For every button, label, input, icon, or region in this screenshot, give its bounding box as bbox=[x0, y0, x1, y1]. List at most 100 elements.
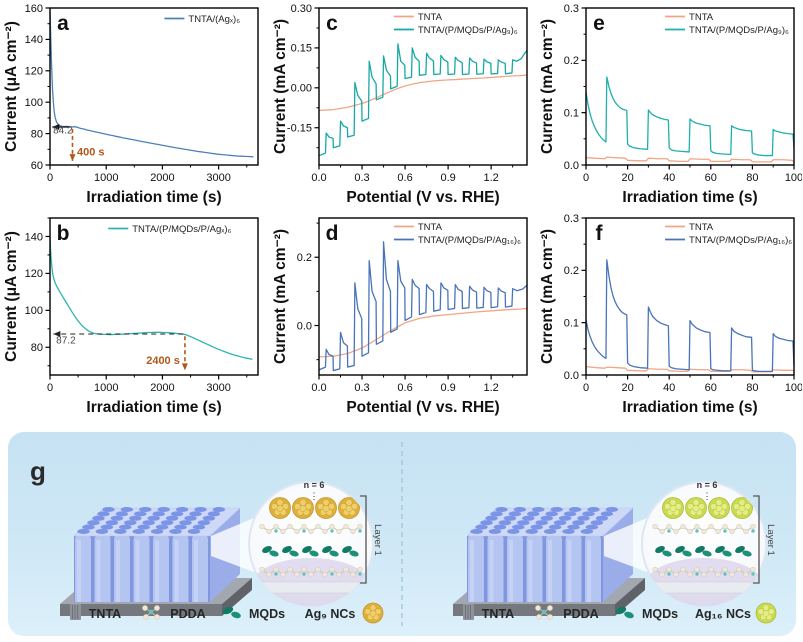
x-tick-label: 60 bbox=[705, 172, 717, 184]
mqd-group bbox=[302, 546, 319, 557]
x-axis-title: Irradiation time (s) bbox=[86, 399, 221, 416]
panel-e-chart: 0 20 40 60 80 100 0.0 0.1 0.2 0.3 Irradiation time… bbox=[538, 2, 803, 211]
x-tick-label: 100 bbox=[785, 172, 802, 184]
y-tick-label: 100 bbox=[25, 97, 43, 109]
annotation-arrowhead bbox=[53, 330, 61, 337]
series-c-1 bbox=[318, 43, 528, 157]
mqd-group bbox=[282, 546, 299, 557]
x-tick-label: 40 bbox=[663, 172, 675, 184]
mqds-icon bbox=[615, 606, 634, 619]
x-tick-label: 80 bbox=[746, 382, 758, 394]
nanotube-array bbox=[73, 507, 241, 602]
x-tick-label: 20 bbox=[621, 382, 633, 394]
panel-letter: b bbox=[57, 222, 70, 245]
chart-c: 0.0 0.3 0.6 0.9 1.2 -0.15 0.00 0.15 0.30 Potentia… bbox=[272, 3, 528, 206]
annotation-text: 87.2 bbox=[56, 336, 76, 347]
y-tick-label: 0.3 bbox=[564, 3, 579, 15]
y-tick-label: 0.3 bbox=[564, 213, 579, 225]
x-axis-title: Irradiation time (s) bbox=[86, 189, 221, 206]
legend-label-pdda: PDDA bbox=[170, 607, 205, 621]
n-equals-label: n = 6 bbox=[304, 480, 325, 490]
inset-nc-cluster bbox=[315, 497, 337, 519]
legend-label: TNTA/(P/MQDs/P/Ag₉)₆ bbox=[689, 25, 789, 36]
mqd-group bbox=[675, 546, 692, 557]
x-tick-label: 100 bbox=[785, 382, 802, 394]
x-axis-title: Potential (V vs. RHE) bbox=[346, 399, 499, 416]
y-axis-title: Current (mA cm⁻²) bbox=[272, 229, 289, 364]
y-tick-label: 120 bbox=[25, 66, 43, 78]
inset-nc-cluster bbox=[338, 497, 360, 519]
plot-frame bbox=[49, 217, 259, 376]
y-tick-label: 80 bbox=[31, 128, 43, 140]
x-tick-label: 0.0 bbox=[311, 172, 326, 184]
y-tick-label: 60 bbox=[31, 160, 43, 172]
legend-nc-icon bbox=[362, 602, 384, 624]
x-tick-label: 3000 bbox=[206, 382, 230, 394]
y-tick-label: 0.0 bbox=[564, 160, 579, 172]
inset-nc-cluster bbox=[685, 497, 707, 519]
legend-label-mqds: MQDs bbox=[642, 607, 678, 621]
legend-label-nc: Ag₁₆ NCs bbox=[695, 607, 751, 621]
y-tick-label: 120 bbox=[25, 268, 43, 280]
y-tick-label: 0.0 bbox=[297, 320, 312, 332]
y-tick-label: 80 bbox=[31, 342, 43, 354]
base-side bbox=[615, 578, 645, 616]
legend-label-mqds: MQDs bbox=[249, 607, 285, 621]
legend-label: TNTA/(P/MQDs/P/Ag₁₆)₆ bbox=[689, 235, 792, 246]
series-a-0 bbox=[49, 11, 254, 158]
legend-label: TNTA/(Agₓ)₆ bbox=[188, 14, 240, 25]
y-tick-label: 0.2 bbox=[564, 265, 579, 277]
annotation-arrowhead bbox=[69, 154, 76, 162]
n-equals-label: n = 6 bbox=[697, 480, 718, 490]
x-tick-label: 0.6 bbox=[397, 382, 412, 394]
y-tick-label: -0.15 bbox=[287, 123, 312, 135]
chart-b: 0 1000 2000 3000 80 100 120 140 Irradiation time… bbox=[3, 217, 259, 416]
magnifier-inset: n = 6⋮ Layer 1 bbox=[641, 480, 776, 607]
ellipsis-dots: ⋮ bbox=[310, 491, 319, 501]
magnifier-inset: n = 6⋮ Layer 1 bbox=[248, 480, 383, 607]
legend-label: TNTA/(P/MQDs/P/Agₓ)₆ bbox=[132, 224, 231, 235]
legend-label: TNTA/(P/MQDs/P/Ag₁₆)₆ bbox=[418, 235, 521, 246]
mqd-group bbox=[262, 546, 279, 557]
pdda-icon bbox=[142, 605, 160, 620]
panel-letter: e bbox=[593, 12, 605, 35]
x-tick-label: 40 bbox=[663, 382, 675, 394]
legend-label: TNTA bbox=[689, 12, 714, 23]
plot-frame bbox=[318, 217, 528, 376]
panel-b-chart: 0 1000 2000 3000 80 100 120 140 Irradiation time… bbox=[2, 212, 266, 421]
mqds-row bbox=[262, 546, 359, 557]
y-tick-label: 0.1 bbox=[564, 107, 579, 119]
legend-label: TNTA bbox=[689, 222, 714, 233]
base-front bbox=[60, 604, 222, 616]
annotation-text: 2400 s bbox=[146, 355, 180, 367]
chart-e: 0 20 40 60 80 100 0.0 0.1 0.2 0.3 Irradiation time… bbox=[539, 3, 803, 206]
mqd-group bbox=[342, 546, 359, 557]
inset-nc-cluster bbox=[662, 497, 684, 519]
legend-label-tnta: TNTA bbox=[89, 607, 121, 621]
series-d-1 bbox=[318, 241, 528, 372]
legend-label-pdda: PDDA bbox=[563, 607, 598, 621]
x-tick-label: 2000 bbox=[150, 172, 174, 184]
series-f-1 bbox=[585, 259, 795, 372]
magnifier-beam bbox=[211, 518, 254, 572]
series-e-1 bbox=[585, 76, 795, 157]
panel-letter: c bbox=[326, 12, 338, 35]
pdda-row-2 bbox=[652, 566, 756, 578]
series-b-0 bbox=[49, 236, 253, 360]
x-tick-label: 20 bbox=[621, 172, 633, 184]
pdda-row-2 bbox=[259, 566, 363, 578]
y-tick-label: 0.2 bbox=[564, 55, 579, 67]
y-axis-title: Current (mA cm⁻²) bbox=[539, 229, 556, 364]
mqd-group bbox=[322, 546, 339, 557]
tnta-icon bbox=[70, 604, 81, 620]
panel-letter: f bbox=[596, 222, 604, 245]
plot-frame bbox=[318, 7, 528, 166]
legend-label: TNTA bbox=[418, 222, 443, 233]
x-tick-label: 0 bbox=[583, 172, 589, 184]
legend-label: TNTA bbox=[418, 12, 443, 23]
chart-f: 0 20 40 60 80 100 0.0 0.1 0.2 0.3 Irradiation time… bbox=[539, 213, 803, 416]
annotation-text: 84.2 bbox=[53, 126, 73, 137]
x-tick-label: 1.2 bbox=[483, 172, 498, 184]
y-tick-label: 0.00 bbox=[291, 83, 312, 95]
